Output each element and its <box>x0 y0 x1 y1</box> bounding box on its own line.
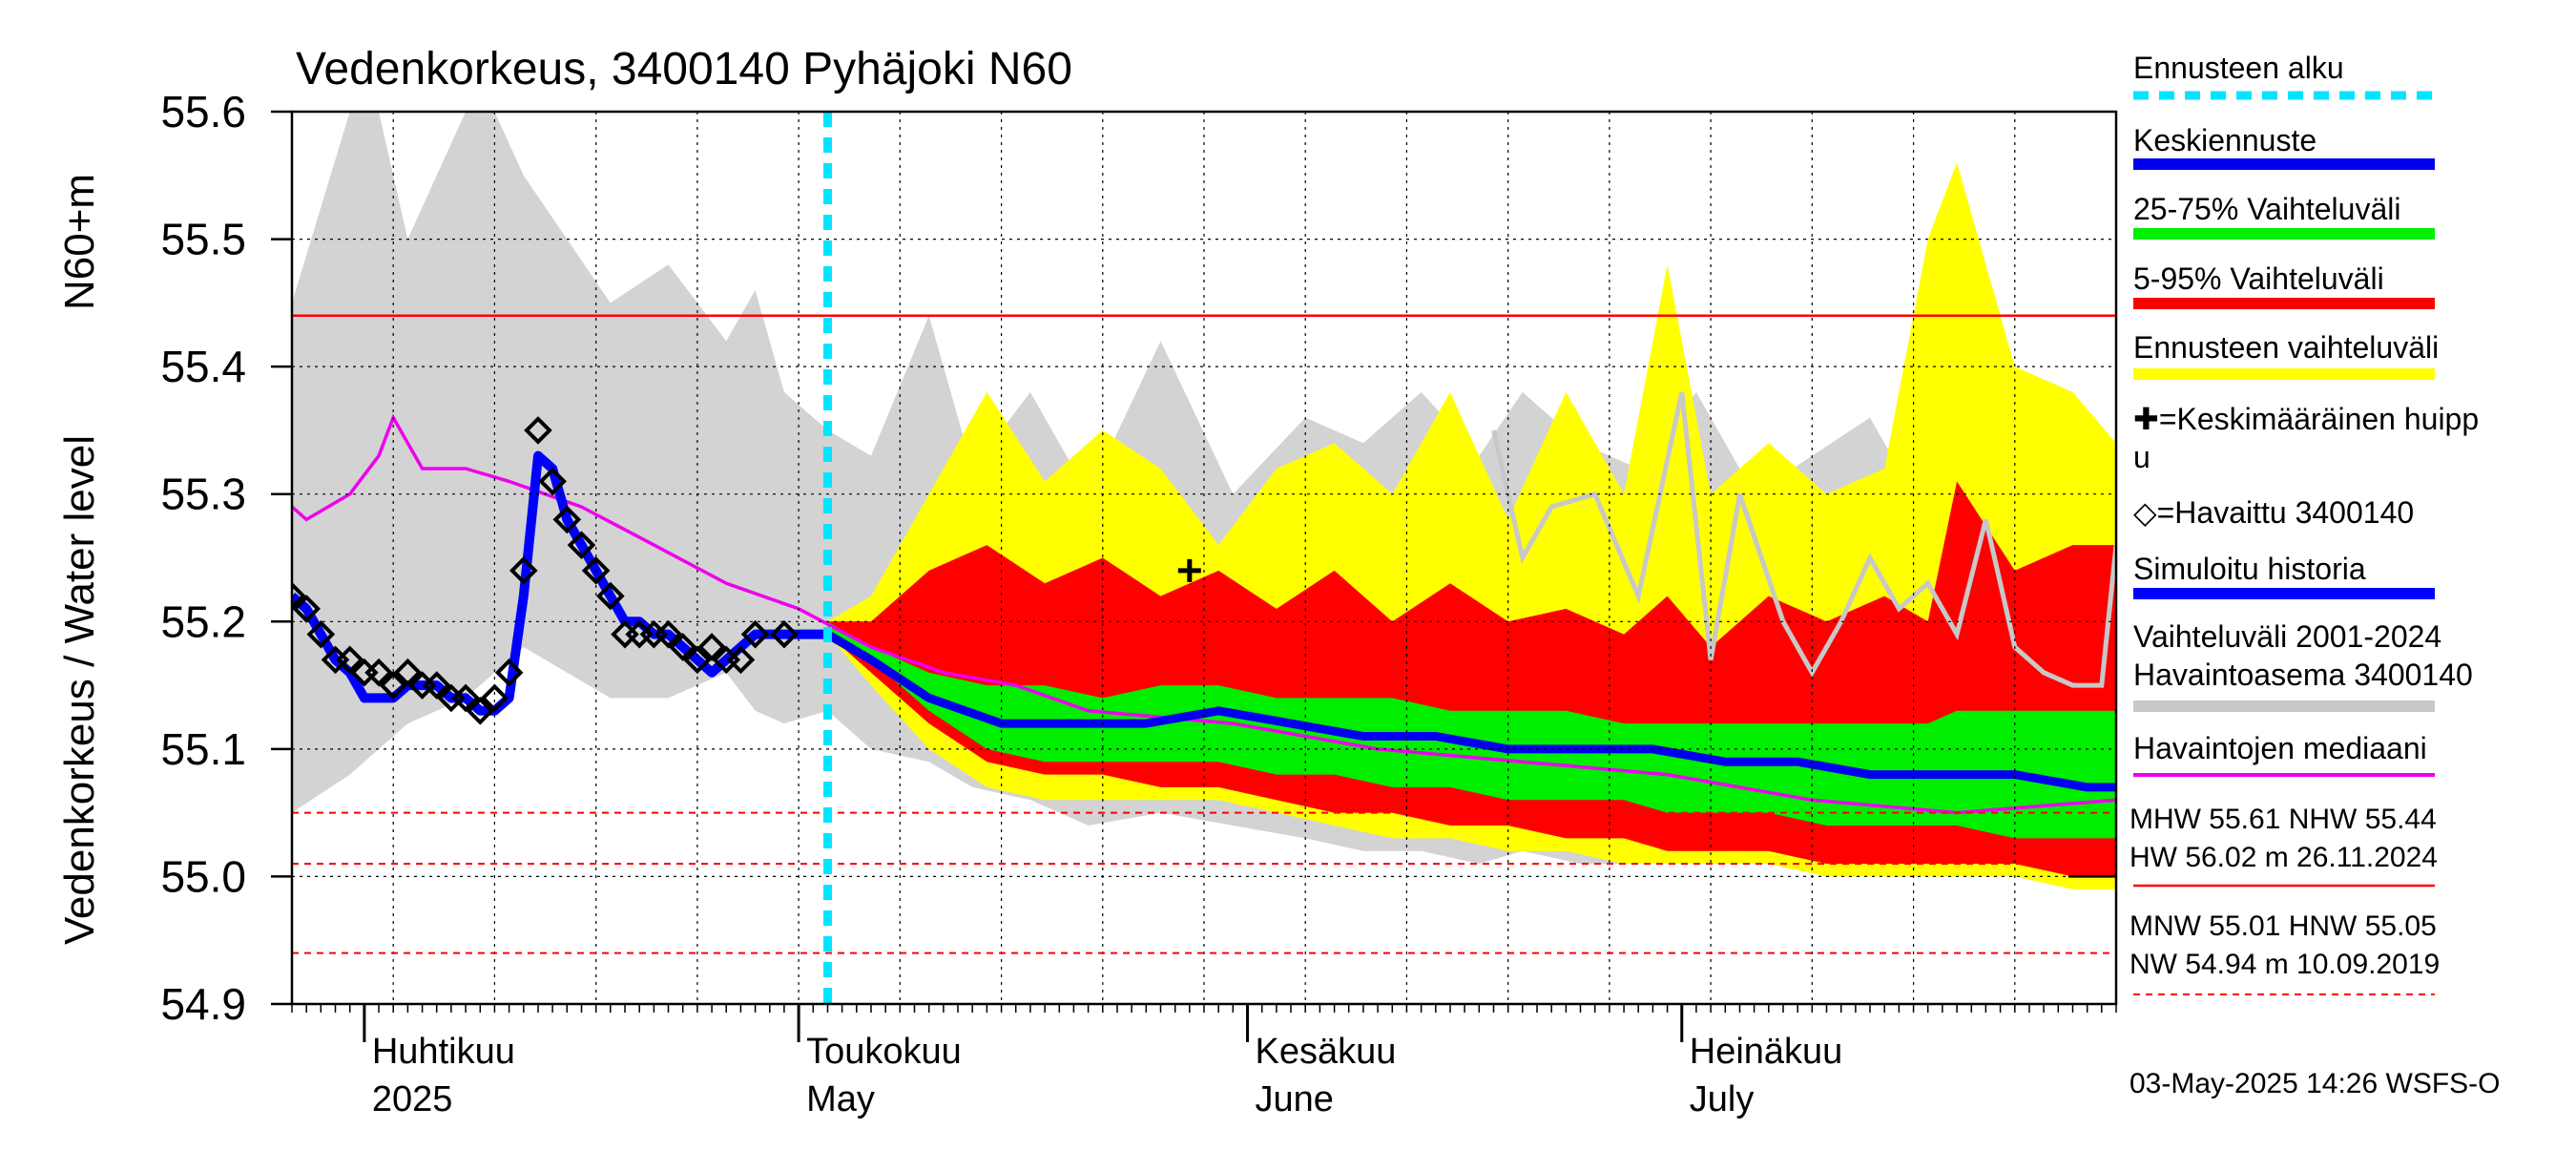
y-tick-label: 54.9 <box>160 979 246 1029</box>
observed-point <box>379 671 408 700</box>
legend-label: 5-95% Vaihteluväli <box>2133 261 2384 296</box>
legend-label: Simuloitu historia <box>2133 552 2366 586</box>
legend-label: ◇=Havaittu 3400140 <box>2133 495 2414 530</box>
legend-label: Havaintojen mediaani <box>2133 731 2427 765</box>
band-3 <box>827 621 2116 839</box>
observed-point <box>740 619 770 649</box>
x-month-label: Kesäkuu <box>1256 1032 1397 1072</box>
observed-point <box>306 619 336 649</box>
chart-footer: 03-May-2025 14:26 WSFS-O <box>2129 1068 2501 1099</box>
observed-point <box>726 645 756 675</box>
x-month-label: Huhtikuu <box>372 1032 515 1072</box>
y-axis-unit: N60+m <box>56 174 103 310</box>
observed-point <box>422 671 451 700</box>
observed-point <box>292 581 306 611</box>
x-month-label-en: May <box>806 1079 875 1119</box>
legend-label: ✚=Keskimääräinen huipp <box>2133 402 2479 436</box>
legend-label: 25-75% Vaihteluväli <box>2133 192 2400 226</box>
observed-point <box>552 505 582 534</box>
x-month-label-en: June <box>1256 1079 1334 1119</box>
legend-label: Ennusteen vaihteluväli <box>2133 330 2439 365</box>
y-tick-label: 55.1 <box>160 724 246 774</box>
legend-label: Keskiennuste <box>2133 123 2316 157</box>
legend-label: u <box>2133 440 2150 474</box>
mean-forecast-line <box>825 630 2116 792</box>
observed-point <box>654 619 683 649</box>
observed-point <box>466 696 495 725</box>
legend-label: Havaintoasema 3400140 <box>2133 658 2473 692</box>
observed-point <box>567 531 596 559</box>
station-line <box>1491 391 2116 688</box>
stats-line-4: NW 54.94 m 10.09.2019 <box>2129 949 2440 980</box>
observed-point <box>494 658 524 687</box>
observed-point <box>292 595 322 623</box>
y-tick-label: 55.2 <box>160 596 246 646</box>
x-month-label-en: 2025 <box>372 1079 453 1119</box>
legend-label: Vaihteluväli 2001-2024 <box>2133 619 2441 654</box>
y-tick-label: 55.3 <box>160 470 246 519</box>
x-month-label: Toukokuu <box>806 1032 962 1072</box>
x-month-label: Heinäkuu <box>1690 1032 1843 1072</box>
stats-line-1: MHW 55.61 NHW 55.44 <box>2129 804 2437 835</box>
chart-title: Vedenkorkeus, 3400140 Pyhäjoki N60 <box>296 44 1072 94</box>
y-tick-label: 55.6 <box>160 87 246 136</box>
observed-point <box>393 658 423 687</box>
observed-point <box>335 645 364 675</box>
x-month-label-en: July <box>1690 1079 1755 1119</box>
observed-point <box>364 658 393 687</box>
y-axis-label: Vedenkorkeus / Water level <box>56 435 103 945</box>
legend-label: Ennusteen alku <box>2133 51 2344 85</box>
observed-point <box>697 633 726 661</box>
y-tick-label: 55.5 <box>160 215 246 264</box>
observed-point <box>770 619 799 649</box>
observed-point <box>524 416 552 445</box>
stats-line-3: MNW 55.01 HNW 55.05 <box>2129 910 2437 942</box>
stats-line-2: HW 56.02 m 26.11.2024 <box>2129 842 2438 873</box>
x-minor-ticks <box>291 1004 2117 1013</box>
observed-point <box>451 683 480 713</box>
mean-peak-marker <box>1177 558 1201 582</box>
observed-point <box>538 467 567 496</box>
observed-point <box>581 556 611 585</box>
observed-point <box>509 556 538 585</box>
y-tick-label: 55.0 <box>160 851 246 901</box>
observed-point <box>668 633 697 661</box>
observed-point <box>596 581 625 611</box>
y-tick-label: 55.4 <box>160 342 246 391</box>
